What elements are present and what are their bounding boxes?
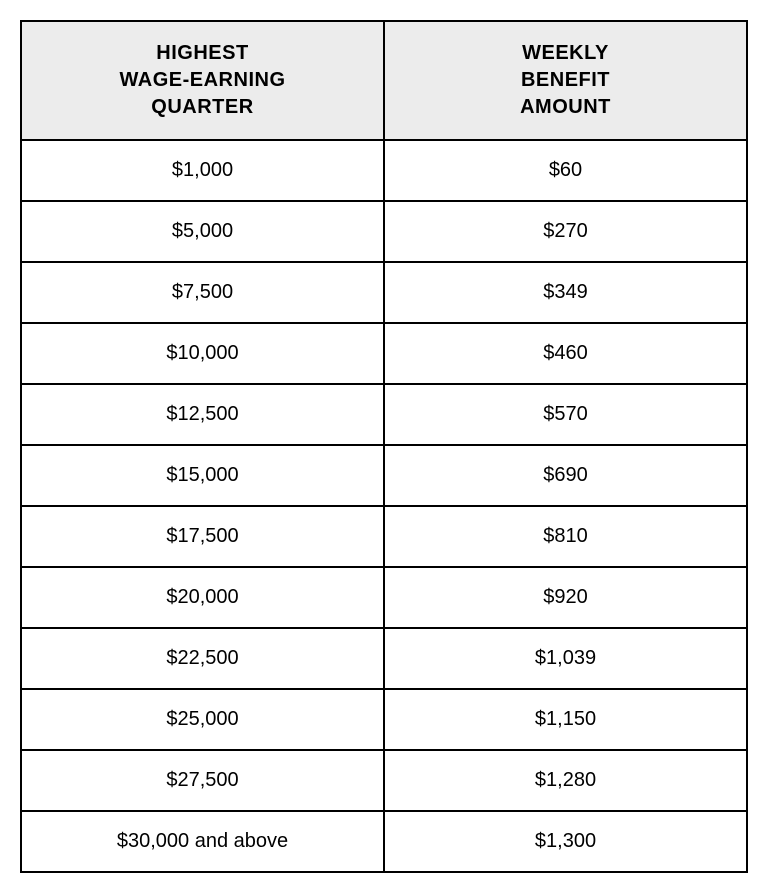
cell-quarter: $7,500 — [21, 262, 384, 323]
header-text: QUARTER — [32, 94, 373, 121]
cell-quarter: $27,500 — [21, 750, 384, 811]
cell-benefit: $1,039 — [384, 628, 747, 689]
cell-benefit: $460 — [384, 323, 747, 384]
cell-quarter: $1,000 — [21, 140, 384, 201]
cell-quarter: $5,000 — [21, 201, 384, 262]
cell-benefit: $570 — [384, 384, 747, 445]
header-text: AMOUNT — [395, 94, 736, 121]
header-text: WEEKLY — [395, 40, 736, 67]
cell-quarter: $17,500 — [21, 506, 384, 567]
cell-benefit: $810 — [384, 506, 747, 567]
cell-benefit: $270 — [384, 201, 747, 262]
cell-quarter: $20,000 — [21, 567, 384, 628]
cell-benefit: $1,280 — [384, 750, 747, 811]
table-row: $17,500 $810 — [21, 506, 747, 567]
cell-quarter: $15,000 — [21, 445, 384, 506]
header-text: WAGE-EARNING — [32, 67, 373, 94]
cell-quarter: $10,000 — [21, 323, 384, 384]
cell-benefit: $60 — [384, 140, 747, 201]
table-header-row: HIGHEST WAGE-EARNING QUARTER WEEKLY BENE… — [21, 21, 747, 140]
benefit-table-container: HIGHEST WAGE-EARNING QUARTER WEEKLY BENE… — [20, 20, 748, 873]
table-row: $27,500 $1,280 — [21, 750, 747, 811]
table-row: $7,500 $349 — [21, 262, 747, 323]
header-text: HIGHEST — [32, 40, 373, 67]
table-row: $12,500 $570 — [21, 384, 747, 445]
cell-benefit: $349 — [384, 262, 747, 323]
column-header-quarter: HIGHEST WAGE-EARNING QUARTER — [21, 21, 384, 140]
column-header-benefit: WEEKLY BENEFIT AMOUNT — [384, 21, 747, 140]
table-row: $20,000 $920 — [21, 567, 747, 628]
table-row: $30,000 and above $1,300 — [21, 811, 747, 872]
cell-benefit: $690 — [384, 445, 747, 506]
table-row: $1,000 $60 — [21, 140, 747, 201]
table-row: $5,000 $270 — [21, 201, 747, 262]
cell-benefit: $1,150 — [384, 689, 747, 750]
cell-quarter: $22,500 — [21, 628, 384, 689]
table-body: $1,000 $60 $5,000 $270 $7,500 $349 $10,0… — [21, 140, 747, 872]
table-row: $25,000 $1,150 — [21, 689, 747, 750]
cell-quarter: $25,000 — [21, 689, 384, 750]
cell-benefit: $920 — [384, 567, 747, 628]
cell-quarter: $30,000 and above — [21, 811, 384, 872]
cell-quarter: $12,500 — [21, 384, 384, 445]
cell-benefit: $1,300 — [384, 811, 747, 872]
header-text: BENEFIT — [395, 67, 736, 94]
table-row: $10,000 $460 — [21, 323, 747, 384]
table-row: $15,000 $690 — [21, 445, 747, 506]
benefit-table: HIGHEST WAGE-EARNING QUARTER WEEKLY BENE… — [20, 20, 748, 873]
table-row: $22,500 $1,039 — [21, 628, 747, 689]
